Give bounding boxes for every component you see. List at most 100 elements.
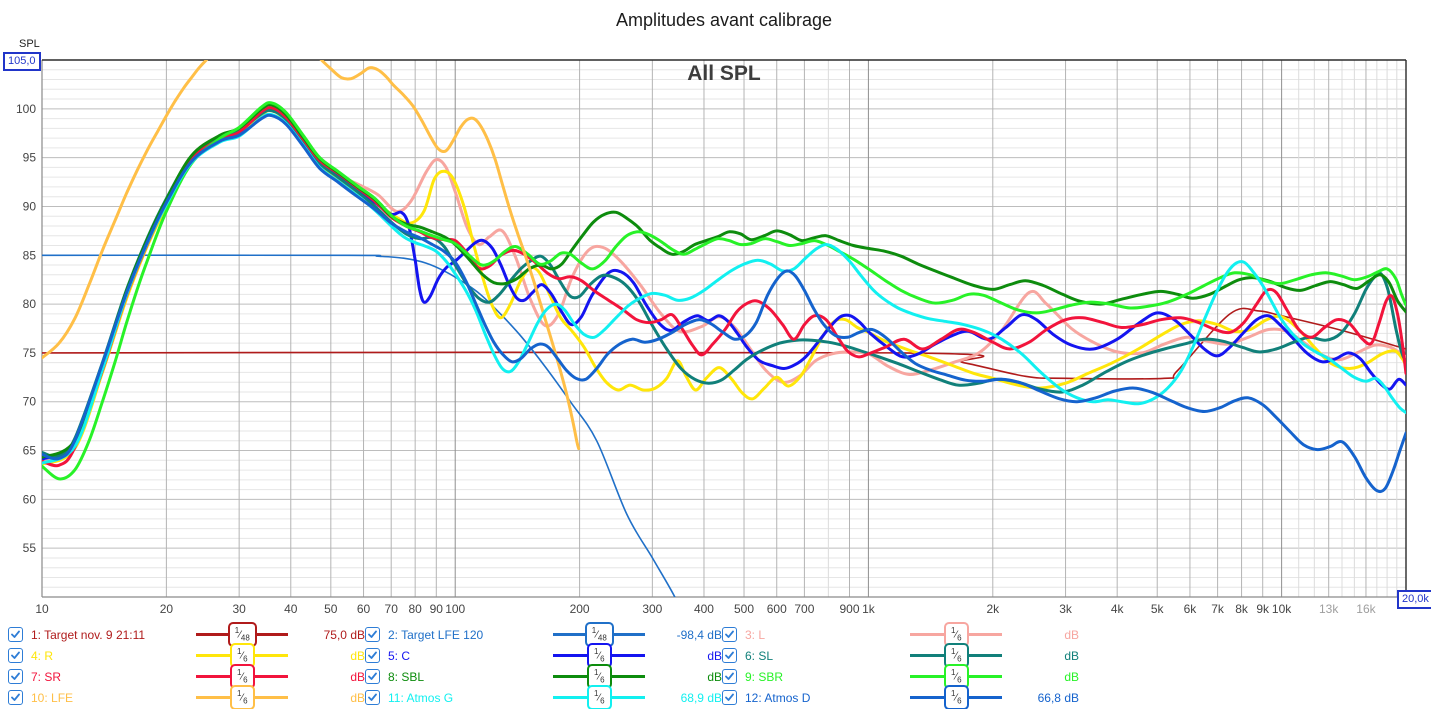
smoothing-fraction: 1⁄6 — [586, 685, 612, 709]
x-tick-label: 500 — [734, 602, 754, 616]
legend-checkbox[interactable] — [8, 627, 23, 642]
legend-measurement-label[interactable]: 11: Atmos G — [388, 690, 454, 705]
legend-item: 1: Target nov. 9 21:11 1⁄48 75,0 dB — [8, 622, 365, 647]
series-sl[interactable] — [42, 108, 1406, 459]
x-tick-label: 300 — [642, 602, 662, 616]
y-axis-max-box[interactable]: 105,0 — [3, 52, 41, 71]
x-tick-label: 10 — [35, 602, 49, 616]
legend-measurement-label[interactable]: 4: R — [31, 648, 54, 663]
chip-line-right — [611, 654, 646, 657]
smoothing-fraction: 1⁄6 — [229, 685, 255, 709]
legend-smoothing-chip[interactable]: 1⁄48 — [553, 622, 646, 647]
y-tick-label: 60 — [23, 492, 37, 506]
legend-measurement-label[interactable]: 10: LFE — [31, 690, 74, 705]
page-title: Amplitudes avant calibrage — [615, 10, 833, 30]
legend-smoothing-chip[interactable]: 1⁄6 — [553, 643, 646, 668]
y-tick-label: 85 — [23, 248, 37, 262]
legend-measurement-label[interactable]: 9: SBR — [745, 669, 784, 684]
legend-item: 2: Target LFE 120 1⁄48 -98,4 dB — [365, 622, 722, 647]
legend-checkbox[interactable] — [365, 669, 380, 684]
legend-checkbox[interactable] — [722, 669, 737, 684]
y-tick-label: 65 — [23, 444, 37, 458]
smoothing-fraction: 1⁄48 — [584, 622, 614, 647]
chip-line-right — [968, 696, 1003, 699]
x-tick-label: 50 — [324, 602, 338, 616]
legend-db-value: -98,4 dB — [676, 627, 722, 642]
legend-smoothing-chip[interactable]: 1⁄6 — [910, 685, 1003, 709]
legend-db-value: dB — [707, 648, 722, 663]
chip-line-right — [968, 675, 1003, 678]
spl-chart: 10 20 30 40 50 60 70 80 90 100 200 300 400 500 600 700 9… — [16, 47, 1407, 616]
legend-checkbox[interactable] — [365, 648, 380, 663]
legend-checkbox[interactable] — [722, 648, 737, 663]
legend-checkbox[interactable] — [722, 690, 737, 705]
x-tick-label: 80 — [408, 602, 422, 616]
smoothing-fraction: 1⁄6 — [586, 643, 612, 668]
x-tick-label: 400 — [694, 602, 714, 616]
x-tick-label: 6k — [1184, 602, 1198, 616]
legend-checkbox[interactable] — [365, 627, 380, 642]
checkmark-icon — [11, 693, 20, 701]
legend-measurement-label[interactable]: 3: L — [745, 627, 766, 642]
x-tick-label: 1k — [862, 602, 876, 616]
x-tick-label: 40 — [284, 602, 298, 616]
x-tick-label: 700 — [794, 602, 814, 616]
legend-smoothing-chip[interactable]: 1⁄6 — [553, 685, 646, 709]
legend-db-value: 68,9 dB — [680, 690, 722, 705]
x-tick-label: 13k — [1319, 602, 1339, 616]
legend-smoothing-chip[interactable]: 1⁄6 — [910, 622, 1003, 647]
x-tick-label: 10k — [1272, 602, 1292, 616]
legend-measurement-label[interactable]: 6: SL — [745, 648, 774, 663]
series-c[interactable] — [42, 106, 1406, 461]
chip-line-right — [613, 633, 646, 636]
x-tick-label: 8k — [1235, 602, 1249, 616]
legend-db-value: dB — [350, 690, 365, 705]
chip-line-left — [910, 696, 944, 699]
legend-measurement-label[interactable]: 7: SR — [31, 669, 62, 684]
x-axis-max-box[interactable]: 20,0k — [1397, 590, 1431, 609]
checkmark-icon — [11, 651, 20, 659]
legend-measurement-label[interactable]: 8: SBL — [388, 669, 425, 684]
tick-labels: 10 20 30 40 50 60 70 80 90 100 200 300 400 500 600 700 9… — [16, 102, 1377, 616]
series-lfe[interactable] — [42, 47, 581, 451]
y-axis-label: SPL — [19, 38, 40, 50]
x-tick-label: 200 — [570, 602, 590, 616]
legend-smoothing-chip[interactable]: 1⁄6 — [196, 643, 289, 668]
chip-line-left — [910, 633, 944, 636]
x-tick-label: 60 — [357, 602, 371, 616]
legend-item: 3: L 1⁄6 dB — [722, 622, 1079, 647]
legend-item: 12: Atmos D 1⁄6 66,8 dB — [722, 685, 1079, 709]
y-tick-label: 90 — [23, 199, 37, 213]
legend-db-value: dB — [350, 669, 365, 684]
smoothing-fraction: 1⁄6 — [229, 643, 255, 668]
series-target-nov-9-21-11[interactable] — [42, 307, 1406, 380]
legend-item: 7: SR 1⁄6 dB — [8, 664, 365, 689]
x-tick-label: 5k — [1151, 602, 1165, 616]
series-atmos-g[interactable] — [42, 112, 1406, 465]
legend-measurement-label[interactable]: 2: Target LFE 120 — [388, 627, 484, 642]
checkmark-icon — [11, 672, 20, 680]
legend-checkbox[interactable] — [8, 690, 23, 705]
legend-item: 10: LFE 1⁄6 dB — [8, 685, 365, 709]
chip-line-left — [910, 654, 944, 657]
legend-measurement-label[interactable]: 5: C — [388, 648, 411, 663]
legend-smoothing-chip[interactable]: 1⁄6 — [196, 685, 289, 709]
x-tick-label: 90 — [430, 602, 444, 616]
legend-db-value: 66,8 dB — [1037, 690, 1079, 705]
x-tick-label: 2k — [986, 602, 1000, 616]
series-atmos-d[interactable] — [42, 113, 1406, 494]
legend-measurement-label[interactable]: 1: Target nov. 9 21:11 — [31, 627, 146, 642]
chip-line-left — [553, 675, 587, 678]
legend-checkbox[interactable] — [8, 669, 23, 684]
legend-measurement-label[interactable]: 12: Atmos D — [745, 690, 811, 705]
legend-smoothing-chip[interactable]: 1⁄6 — [553, 664, 646, 689]
series-layer — [42, 47, 1406, 597]
legend-db-value: 75,0 dB — [323, 627, 365, 642]
chip-line-right — [611, 696, 646, 699]
legend-checkbox[interactable] — [8, 648, 23, 663]
series-sbr[interactable] — [42, 101, 1406, 481]
checkmark-icon — [725, 672, 734, 680]
legend-checkbox[interactable] — [365, 690, 380, 705]
legend-checkbox[interactable] — [722, 627, 737, 642]
legend-item: 4: R 1⁄6 dB — [8, 643, 365, 668]
